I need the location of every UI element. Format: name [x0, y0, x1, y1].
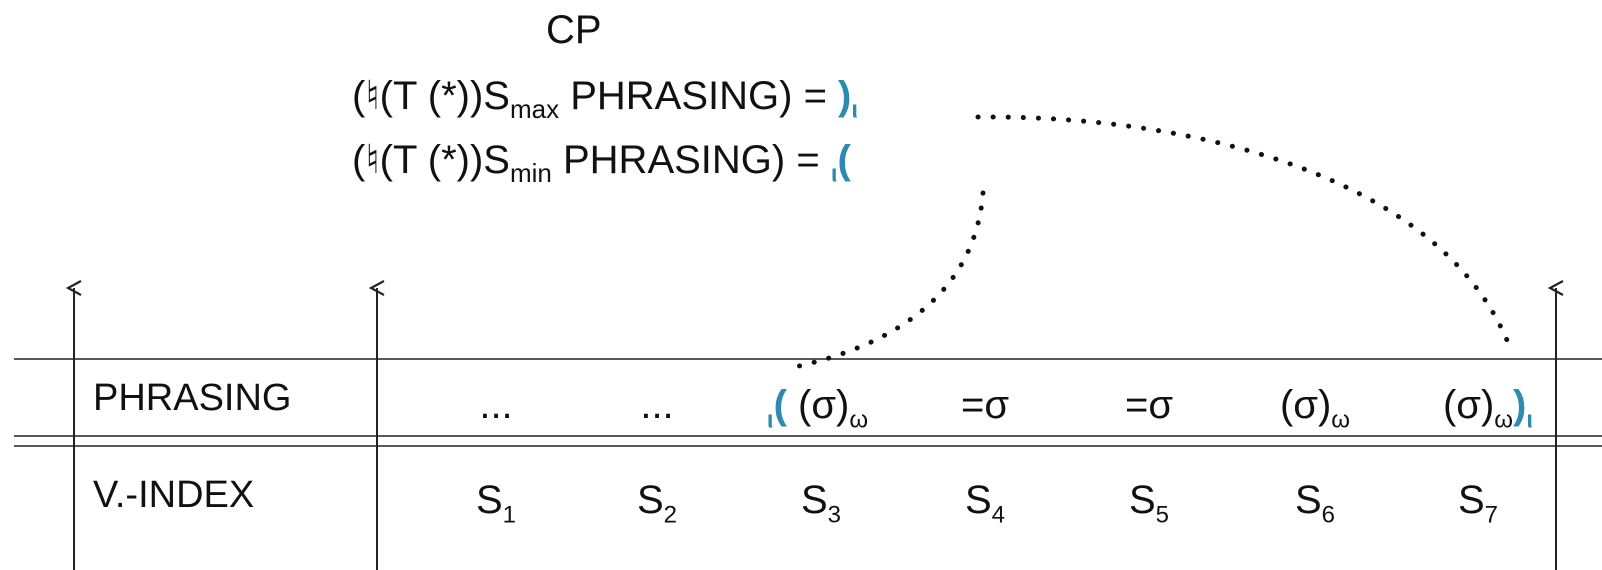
diagram-title: CP [546, 8, 602, 52]
phrasing-cell-6: (σ)ω [1279, 383, 1351, 434]
vindex-cell-1: S1 [475, 478, 517, 529]
vindex-cell-7: S7 [1457, 478, 1499, 529]
table-rules [14, 358, 1602, 447]
vindex-cell-6: S6 [1294, 478, 1336, 529]
rule-max: (♮(T (*))Smax PHRASING) = )ι [352, 76, 858, 122]
rule-max-rest: PHRASING) = [559, 74, 839, 118]
vindex-cell-5: S5 [1128, 478, 1170, 529]
dotted-connector-max [975, 114, 1515, 356]
vindex-cell-4: S4 [964, 478, 1006, 529]
rule-max-lhs: (♮(T (*))S [352, 74, 510, 118]
rule-min: (♮(T (*))Smin PHRASING) = ι( [352, 140, 851, 186]
phrasing-cell-2: ... [640, 383, 674, 427]
dotted-connectors [787, 114, 1515, 371]
rule-max-sub: max [509, 94, 560, 125]
phrasing-cell-3: ι( (σ)ω [766, 383, 869, 434]
row-label-vindex: V.-INDEX [93, 474, 255, 516]
phrasing-cell-1: ... [479, 383, 513, 427]
row-label-phrasing: PHRASING [93, 377, 292, 419]
rule-max-marker: )ι [838, 74, 859, 124]
phrasing-cell-4: =σ [960, 383, 1010, 427]
phrasing-cell-7: (σ)ω)ι [1442, 383, 1534, 434]
phrasing-cell-5: =σ [1124, 383, 1174, 427]
rule-min-lhs: (♮(T (*))S [352, 138, 510, 182]
vindex-cell-3: S3 [800, 478, 842, 529]
dotted-connector-min [787, 190, 986, 371]
rule-min-rest: PHRASING) = [551, 138, 831, 182]
vertical-arrows [74, 288, 1556, 570]
rule-min-sub: min [509, 158, 552, 189]
rule-min-marker: ι( [830, 138, 851, 188]
vindex-cell-2: S2 [636, 478, 678, 529]
